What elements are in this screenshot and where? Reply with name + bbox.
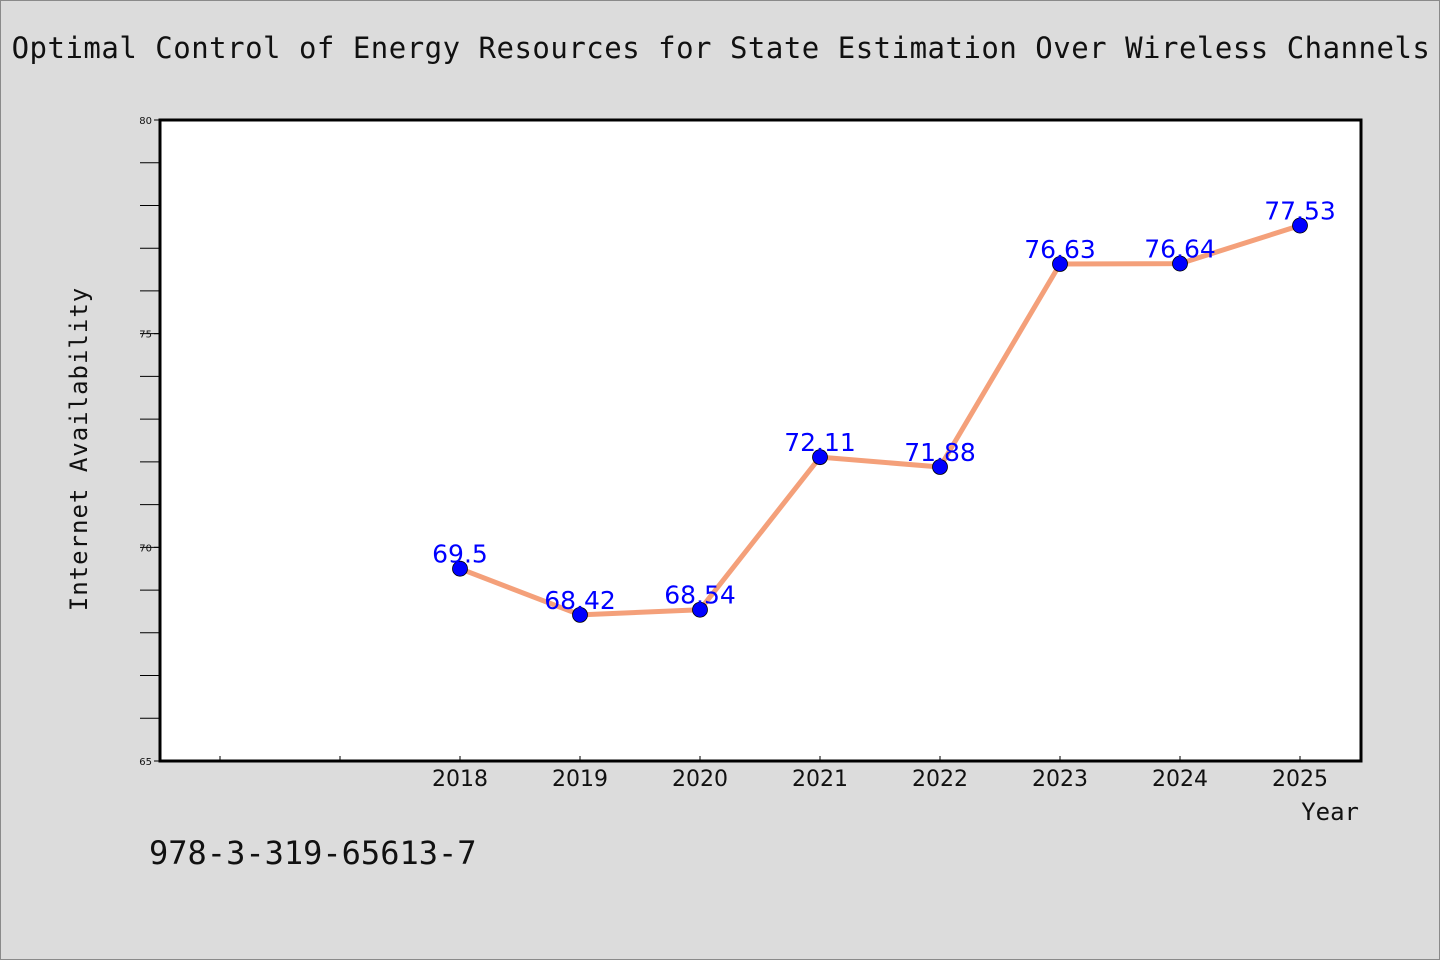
y-tick-label: 75: [139, 330, 152, 341]
x-tick-label: 2025: [1272, 767, 1328, 792]
data-label: 71.88: [904, 438, 976, 467]
x-axis-label: Year: [1301, 798, 1359, 826]
data-point: [1292, 217, 1308, 234]
x-tick-label: 2018: [432, 767, 488, 792]
data-point: [932, 459, 948, 475]
data-label: 76.64: [1144, 235, 1216, 264]
chart-title: Optimal Control of Energy Resources for …: [11, 31, 1431, 65]
y-tick-label: 65: [139, 757, 152, 768]
series-revenue: 69.5 68.42 68.54 72.11 71.88 76.63 76.64 77.53: [432, 197, 1336, 623]
y-tick-label: 70: [139, 543, 152, 554]
plot-frame: [158, 118, 1363, 763]
plot-area: [160, 120, 1361, 761]
isbn-code: 978-3-319-65613-7: [149, 834, 477, 872]
x-tick-label: 2019: [552, 767, 608, 792]
data-point: [692, 601, 708, 618]
data-label: 69.5: [432, 540, 488, 569]
data-label: 68.42: [544, 586, 616, 615]
data-point: [1052, 256, 1068, 272]
data-point: [452, 560, 468, 577]
x-tick-label: 2022: [912, 767, 968, 792]
x-tick-label: 2020: [672, 767, 728, 792]
axes: 65 70 75 80 2018 2019 2020 2021 2022 2023 2024 2025: [139, 116, 1363, 792]
y-tick-label: 80: [139, 116, 152, 127]
data-point: [1172, 255, 1188, 272]
data-point: [812, 449, 828, 466]
data-label: 68.54: [664, 581, 736, 610]
x-tick-label: 2023: [1032, 767, 1088, 792]
series-line: [459, 223, 1301, 618]
data-label: 72.11: [784, 428, 856, 457]
data-label: 77.53: [1264, 197, 1336, 226]
data-label: 76.63: [1024, 235, 1096, 264]
data-point: [572, 606, 588, 623]
x-tick-label: 2024: [1152, 767, 1208, 792]
x-tick-label: 2021: [792, 767, 848, 792]
